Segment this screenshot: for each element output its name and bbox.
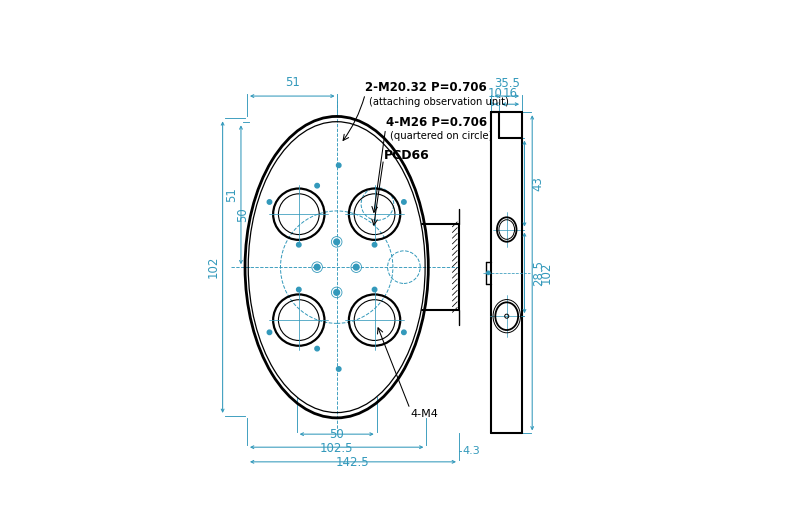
Text: 16: 16 — [503, 87, 518, 100]
Circle shape — [267, 330, 272, 334]
Circle shape — [372, 287, 377, 292]
Circle shape — [402, 330, 406, 334]
Text: 51: 51 — [225, 187, 238, 202]
Text: 142.5: 142.5 — [336, 456, 370, 469]
Text: 50: 50 — [330, 428, 344, 442]
Text: 28.5: 28.5 — [532, 260, 545, 286]
Text: 35.5: 35.5 — [494, 77, 520, 89]
Text: 4.3: 4.3 — [462, 446, 480, 456]
Circle shape — [314, 264, 320, 270]
Text: 43: 43 — [532, 176, 545, 191]
Text: 102: 102 — [206, 256, 219, 278]
Text: 50: 50 — [236, 207, 249, 222]
Text: PCD66: PCD66 — [383, 149, 430, 162]
Text: 51: 51 — [285, 76, 300, 89]
Circle shape — [297, 242, 301, 247]
Circle shape — [486, 271, 490, 275]
Circle shape — [337, 367, 341, 371]
Text: 4-M4: 4-M4 — [410, 409, 438, 419]
Text: 4-M26 P=0.706: 4-M26 P=0.706 — [386, 116, 486, 129]
Circle shape — [354, 264, 359, 270]
Circle shape — [337, 163, 341, 168]
Text: 102: 102 — [539, 262, 553, 284]
Circle shape — [267, 200, 272, 204]
Circle shape — [297, 287, 301, 292]
Text: 2-M20.32 P=0.706: 2-M20.32 P=0.706 — [365, 81, 487, 94]
Circle shape — [372, 242, 377, 247]
Text: (attaching observation unit): (attaching observation unit) — [370, 97, 509, 107]
Circle shape — [402, 200, 406, 204]
Text: 10: 10 — [488, 87, 502, 100]
Circle shape — [334, 289, 339, 295]
Circle shape — [315, 346, 319, 351]
Text: 102.5: 102.5 — [320, 442, 354, 454]
Circle shape — [334, 239, 339, 245]
Text: (quartered on circle): (quartered on circle) — [390, 131, 492, 141]
Circle shape — [315, 184, 319, 188]
